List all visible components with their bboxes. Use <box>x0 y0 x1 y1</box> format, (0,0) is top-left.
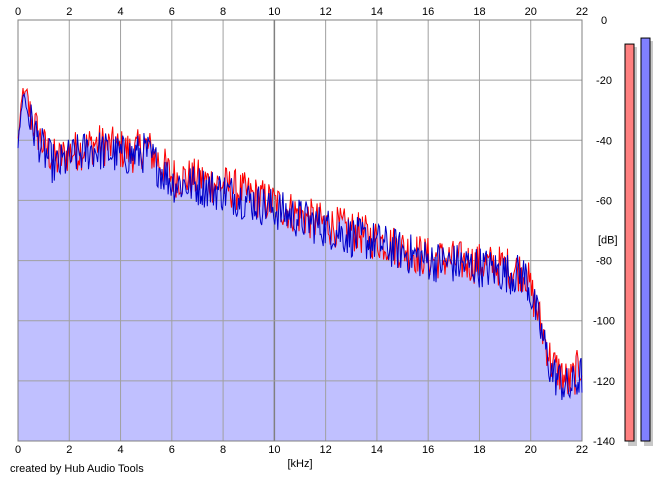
y-tick-label: -140 <box>593 436 615 448</box>
x-tick-label-bottom: 18 <box>473 444 485 456</box>
y-tick-label: -40 <box>596 135 612 147</box>
level-meter-bar <box>624 43 635 442</box>
x-tick-label-top: 20 <box>525 6 537 18</box>
x-tick-label-top: 12 <box>320 6 332 18</box>
y-tick-label: -20 <box>596 75 612 87</box>
x-axis-label: [kHz] <box>287 458 312 470</box>
x-tick-label-top: 22 <box>576 6 588 18</box>
y-tick-label: -60 <box>596 195 612 207</box>
x-tick-labels-bottom: 0 2 4 6 8 10 12 14 16 18 20 22 <box>15 444 588 456</box>
x-tick-label-bottom: 12 <box>320 444 332 456</box>
x-tick-label-bottom: 20 <box>525 444 537 456</box>
x-tick-label-bottom: 14 <box>371 444 383 456</box>
y-tick-labels: 0 -20 -40 -60 -80 -100 -120 -140 <box>593 15 615 448</box>
x-tick-label-bottom: 10 <box>268 444 280 456</box>
x-tick-label-bottom: 0 <box>15 444 21 456</box>
x-tick-label-bottom: 4 <box>117 444 123 456</box>
x-tick-label-bottom: 22 <box>576 444 588 456</box>
x-tick-label-top: 16 <box>422 6 434 18</box>
x-tick-label-top: 4 <box>117 6 123 18</box>
x-tick-label-bottom: 6 <box>169 444 175 456</box>
x-tick-label-top: 0 <box>15 6 21 18</box>
x-tick-label-top: 14 <box>371 6 383 18</box>
y-tick-label: 0 <box>601 15 607 27</box>
level-meters <box>624 37 653 447</box>
x-tick-label-bottom: 2 <box>66 444 72 456</box>
y-tick-label: -120 <box>593 376 615 388</box>
series-line-1 <box>17 92 583 401</box>
x-tick-label-bottom: 8 <box>220 444 226 456</box>
series-layer <box>17 87 583 401</box>
y-tick-label: -80 <box>596 256 612 268</box>
x-tick-label-top: 6 <box>169 6 175 18</box>
grid-layer <box>17 19 583 442</box>
x-tick-label-top: 8 <box>220 6 226 18</box>
plot-frame <box>17 19 583 442</box>
x-tick-label-top: 10 <box>268 6 280 18</box>
level-meter-bar <box>640 37 651 442</box>
credit-text: created by Hub Audio Tools <box>10 463 144 475</box>
y-tick-label: -100 <box>593 316 615 328</box>
y-axis-label: [dB] <box>598 235 618 247</box>
x-tick-labels-top: 0 2 4 6 8 10 12 14 16 18 20 22 <box>15 6 588 18</box>
x-tick-label-bottom: 16 <box>422 444 434 456</box>
series-line-0 <box>17 87 583 395</box>
x-tick-label-top: 2 <box>66 6 72 18</box>
x-tick-label-top: 18 <box>473 6 485 18</box>
